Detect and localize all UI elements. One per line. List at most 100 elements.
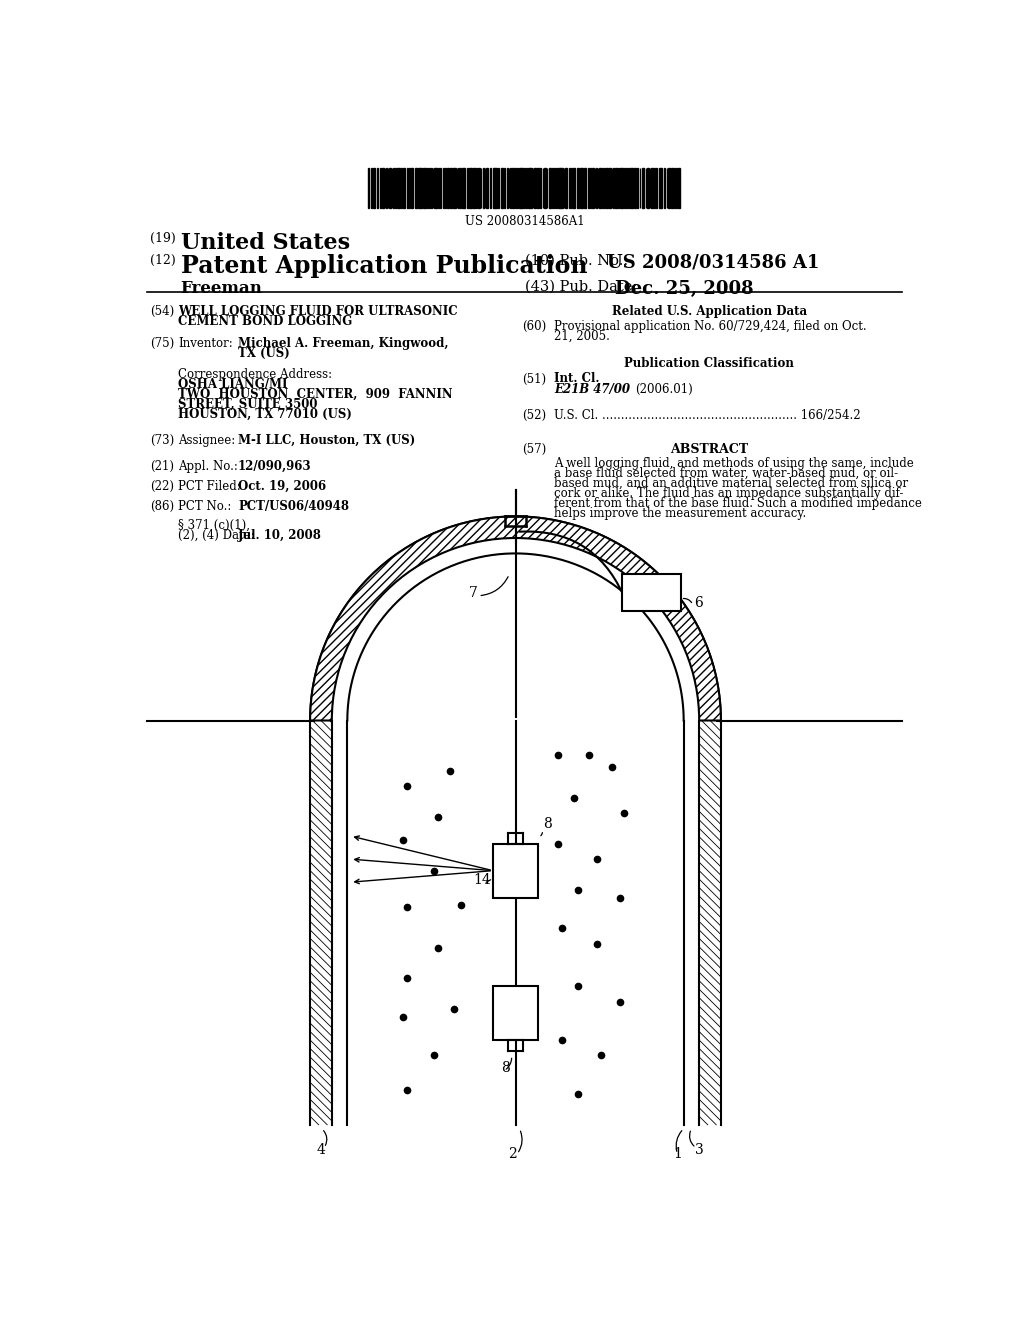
Text: CEMENT BOND LOGGING: CEMENT BOND LOGGING	[178, 314, 352, 327]
Bar	[614, 168, 617, 207]
Text: (54): (54)	[150, 305, 174, 318]
Text: PCT No.:: PCT No.:	[178, 499, 231, 512]
Text: (2), (4) Date:: (2), (4) Date:	[178, 529, 255, 541]
Text: a base fluid selected from water, water-based mud, or oil-: a base fluid selected from water, water-…	[554, 467, 898, 480]
Text: Oct. 19, 2006: Oct. 19, 2006	[238, 480, 327, 494]
Text: 7: 7	[469, 586, 478, 601]
Text: Int. Cl.: Int. Cl.	[554, 372, 600, 385]
Bar	[525, 168, 527, 207]
Text: Patent Application Publication: Patent Application Publication	[180, 253, 587, 279]
Bar	[623, 574, 681, 611]
Bar	[678, 168, 680, 207]
Bar	[535, 168, 537, 207]
Text: PCT Filed:: PCT Filed:	[178, 480, 241, 494]
Bar	[486, 168, 488, 207]
Bar	[585, 168, 586, 207]
Text: ferent from that of the base fluid. Such a modified impedance: ferent from that of the base fluid. Such…	[554, 498, 923, 511]
Bar	[493, 843, 538, 898]
Bar	[630, 168, 633, 207]
Bar	[621, 168, 622, 207]
Text: Publication Classification: Publication Classification	[625, 358, 795, 370]
Bar	[558, 168, 560, 207]
Bar	[493, 168, 495, 207]
Text: (60): (60)	[521, 321, 546, 333]
Text: US 20080314586A1: US 20080314586A1	[465, 215, 585, 228]
Bar	[460, 168, 461, 207]
Text: 3: 3	[694, 1143, 703, 1158]
Bar	[398, 168, 400, 207]
Bar	[512, 168, 514, 207]
Wedge shape	[310, 516, 721, 721]
Bar	[582, 168, 583, 207]
Text: 21, 2005.: 21, 2005.	[554, 330, 610, 343]
Text: 2: 2	[508, 1147, 516, 1160]
Bar	[462, 168, 464, 207]
Text: Correspondence Address:: Correspondence Address:	[178, 368, 333, 381]
Bar	[676, 168, 678, 207]
Text: Jul. 10, 2008: Jul. 10, 2008	[238, 529, 322, 541]
Text: based mud, and an additive material selected from silica or: based mud, and an additive material sele…	[554, 478, 908, 490]
Text: US 2008/0314586 A1: US 2008/0314586 A1	[607, 253, 819, 272]
Text: (51): (51)	[521, 372, 546, 385]
Bar	[655, 168, 657, 207]
Text: Dec. 25, 2008: Dec. 25, 2008	[614, 280, 754, 298]
Bar	[519, 168, 521, 207]
Bar	[544, 168, 546, 207]
Text: STREET, SUITE 3500: STREET, SUITE 3500	[178, 397, 317, 411]
Bar	[469, 168, 471, 207]
Bar	[660, 168, 662, 207]
Text: helps improve the measurement accuracy.: helps improve the measurement accuracy.	[554, 507, 807, 520]
Text: E21B 47/00: E21B 47/00	[554, 383, 630, 396]
Bar	[647, 168, 649, 207]
Text: (12): (12)	[150, 253, 175, 267]
Bar	[552, 168, 554, 207]
Text: U.S. Cl. .................................................... 166/254.2: U.S. Cl. ...............................…	[554, 409, 861, 421]
Bar	[451, 168, 452, 207]
Text: 6: 6	[694, 597, 703, 610]
Bar	[565, 168, 567, 207]
Text: 8: 8	[543, 817, 551, 832]
Bar	[447, 168, 449, 207]
Bar	[669, 168, 670, 207]
Bar	[389, 168, 391, 207]
Text: Freeman: Freeman	[180, 280, 262, 297]
Bar	[442, 168, 444, 207]
Bar	[434, 168, 435, 207]
Bar	[489, 168, 492, 207]
Bar	[477, 168, 480, 207]
Text: M-I LLC, Houston, TX (US): M-I LLC, Houston, TX (US)	[238, 434, 416, 447]
Bar	[577, 168, 579, 207]
Text: OSHA LIANG/MI: OSHA LIANG/MI	[178, 378, 288, 391]
Bar	[601, 168, 603, 207]
Bar	[672, 168, 673, 207]
Bar	[529, 168, 531, 207]
Bar	[420, 168, 422, 207]
Bar	[606, 168, 607, 207]
Bar	[592, 168, 594, 207]
Bar	[617, 168, 620, 207]
Text: 8: 8	[502, 1061, 510, 1076]
Bar	[560, 168, 563, 207]
Bar	[496, 168, 497, 207]
Text: 12/090,963: 12/090,963	[238, 461, 311, 474]
Text: Michael A. Freeman, Kingwood,: Michael A. Freeman, Kingwood,	[238, 337, 449, 350]
Bar	[423, 168, 426, 207]
Text: 1: 1	[673, 1147, 682, 1160]
Text: (73): (73)	[150, 434, 174, 447]
Bar	[642, 168, 644, 207]
Bar	[455, 168, 456, 207]
Text: (57): (57)	[521, 444, 546, 457]
Text: 14: 14	[474, 873, 492, 887]
Text: PCT/US06/40948: PCT/US06/40948	[238, 499, 349, 512]
Text: (86): (86)	[150, 499, 174, 512]
Bar	[599, 168, 601, 207]
Bar	[467, 168, 468, 207]
Text: Related U.S. Application Data: Related U.S. Application Data	[611, 305, 807, 318]
Text: Appl. No.:: Appl. No.:	[178, 461, 239, 474]
Bar	[634, 168, 636, 207]
Text: (22): (22)	[150, 480, 174, 494]
Text: Provisional application No. 60/729,424, filed on Oct.: Provisional application No. 60/729,424, …	[554, 321, 867, 333]
Text: TWO  HOUSTON  CENTER,  909  FANNIN: TWO HOUSTON CENTER, 909 FANNIN	[178, 388, 453, 401]
Bar	[628, 168, 630, 207]
Bar	[538, 168, 539, 207]
